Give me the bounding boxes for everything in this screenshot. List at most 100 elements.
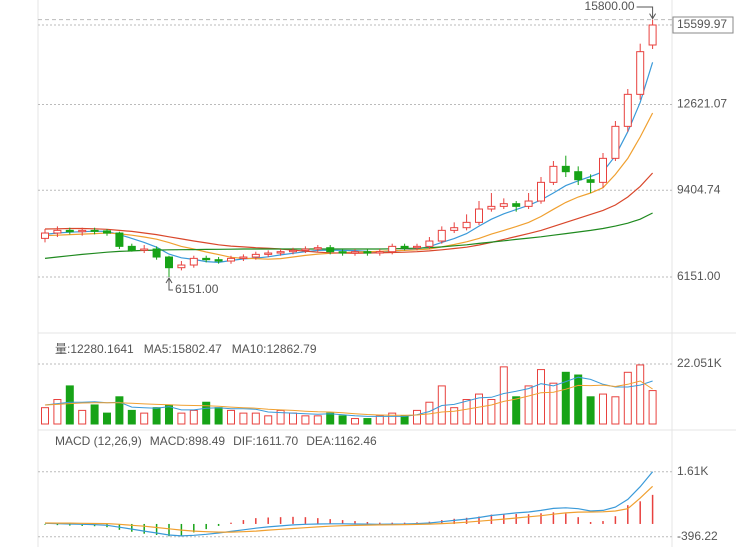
candle-body [41, 232, 49, 239]
volume-bar [140, 412, 149, 425]
volume-bar [189, 409, 198, 425]
candle-body [65, 229, 74, 233]
volume-bar [214, 407, 223, 425]
volume-bar [239, 412, 248, 425]
volume-bar [227, 409, 235, 425]
volume-bar [313, 415, 322, 425]
ma-line [44, 471, 654, 537]
candle-body [487, 205, 496, 210]
volume-bar [289, 412, 297, 425]
candle-body [326, 247, 335, 253]
candle-body [450, 227, 459, 231]
candle-body [574, 171, 583, 181]
candle-body [623, 93, 632, 127]
volume-legend: MA10:12862.79 [232, 342, 317, 356]
candle-body [524, 200, 533, 207]
volume-bar [487, 399, 496, 425]
candle-body [264, 252, 273, 255]
y-tick-label: 9404.74 [677, 182, 721, 196]
volume-bar [53, 399, 62, 425]
candle-body [78, 229, 87, 233]
y-tick-label: 6151.00 [677, 269, 721, 283]
volume-bar [177, 412, 186, 425]
candle-body [512, 203, 521, 207]
y-tick-label: 1.61K [677, 464, 708, 478]
volume-bar [599, 393, 607, 425]
ma-line [44, 376, 653, 417]
candle-body [103, 230, 111, 234]
candle-body [214, 259, 223, 262]
candle-body [127, 245, 136, 251]
candle-body [313, 247, 322, 250]
candle-body [301, 248, 310, 251]
candle-body [202, 257, 211, 261]
volume-bar [574, 374, 583, 425]
volume-bar [251, 412, 260, 425]
volume-bar [152, 407, 161, 425]
volume-bar [413, 409, 421, 425]
volume-bar [475, 393, 483, 425]
annotation-arrow [636, 6, 657, 20]
volume-bar [611, 396, 620, 425]
volume-bar [78, 409, 87, 425]
candle-body [53, 229, 62, 234]
ma-line [44, 62, 654, 264]
candle-body [586, 179, 595, 183]
candle-body [375, 251, 384, 254]
y-tick-label: 12621.07 [677, 97, 727, 111]
volume-bar [165, 404, 173, 425]
volume-bar [499, 366, 508, 425]
candle-body [90, 229, 99, 232]
macd-legend: DEA:1162.46 [306, 434, 377, 448]
y-tick-label: 22.051K [677, 356, 722, 370]
candle-body [475, 208, 483, 223]
candle-body [152, 248, 161, 258]
candle-body [437, 229, 446, 242]
candle-body [140, 248, 149, 251]
candle-body [189, 257, 198, 266]
y-tick-label: 15599.97 [677, 17, 727, 31]
volume-legend: 量:12280.1641 [55, 342, 134, 356]
candle-body [239, 256, 248, 259]
y-tick-label: -396.22 [677, 529, 718, 543]
annotation: 6151.00 [175, 282, 219, 296]
volume-bar [450, 407, 459, 425]
volume-bar [65, 385, 74, 425]
volume-bar [202, 401, 211, 425]
candle-body [648, 24, 657, 46]
volume-bar [549, 382, 558, 425]
candle-body [251, 253, 260, 258]
candle-body [227, 257, 235, 262]
volume-bar [127, 409, 136, 425]
volume-bar [648, 390, 657, 425]
volume-bar [623, 371, 632, 425]
ma-line [44, 172, 654, 254]
volume-bar [338, 415, 347, 425]
candle-body [115, 232, 124, 247]
volume-bar [301, 415, 310, 425]
annotation-arrow [165, 277, 173, 291]
volume-legend: MA5:15802.47 [144, 342, 222, 356]
candle-body [363, 251, 372, 254]
volume-bar [115, 396, 124, 425]
candle-body [338, 251, 347, 254]
volume-bar [400, 415, 409, 425]
volume-bar [103, 412, 111, 425]
volume-bar [561, 371, 570, 425]
candle-body [462, 221, 471, 229]
candle-body [499, 203, 508, 207]
candle-body [537, 181, 545, 202]
ma-line [44, 380, 653, 416]
candle-body [165, 256, 173, 269]
volume-bar [351, 418, 359, 425]
candle-body [599, 157, 607, 183]
volume-bar [586, 396, 595, 425]
macd-legend: MACD (12,26,9) [55, 434, 142, 448]
volume-bar [41, 407, 49, 425]
macd-legend: DIF:1611.70 [233, 434, 298, 448]
volume-bar [462, 399, 471, 425]
candle-body [289, 249, 297, 253]
volume-bar [537, 369, 545, 425]
annotation: 15800.00 [585, 0, 635, 13]
